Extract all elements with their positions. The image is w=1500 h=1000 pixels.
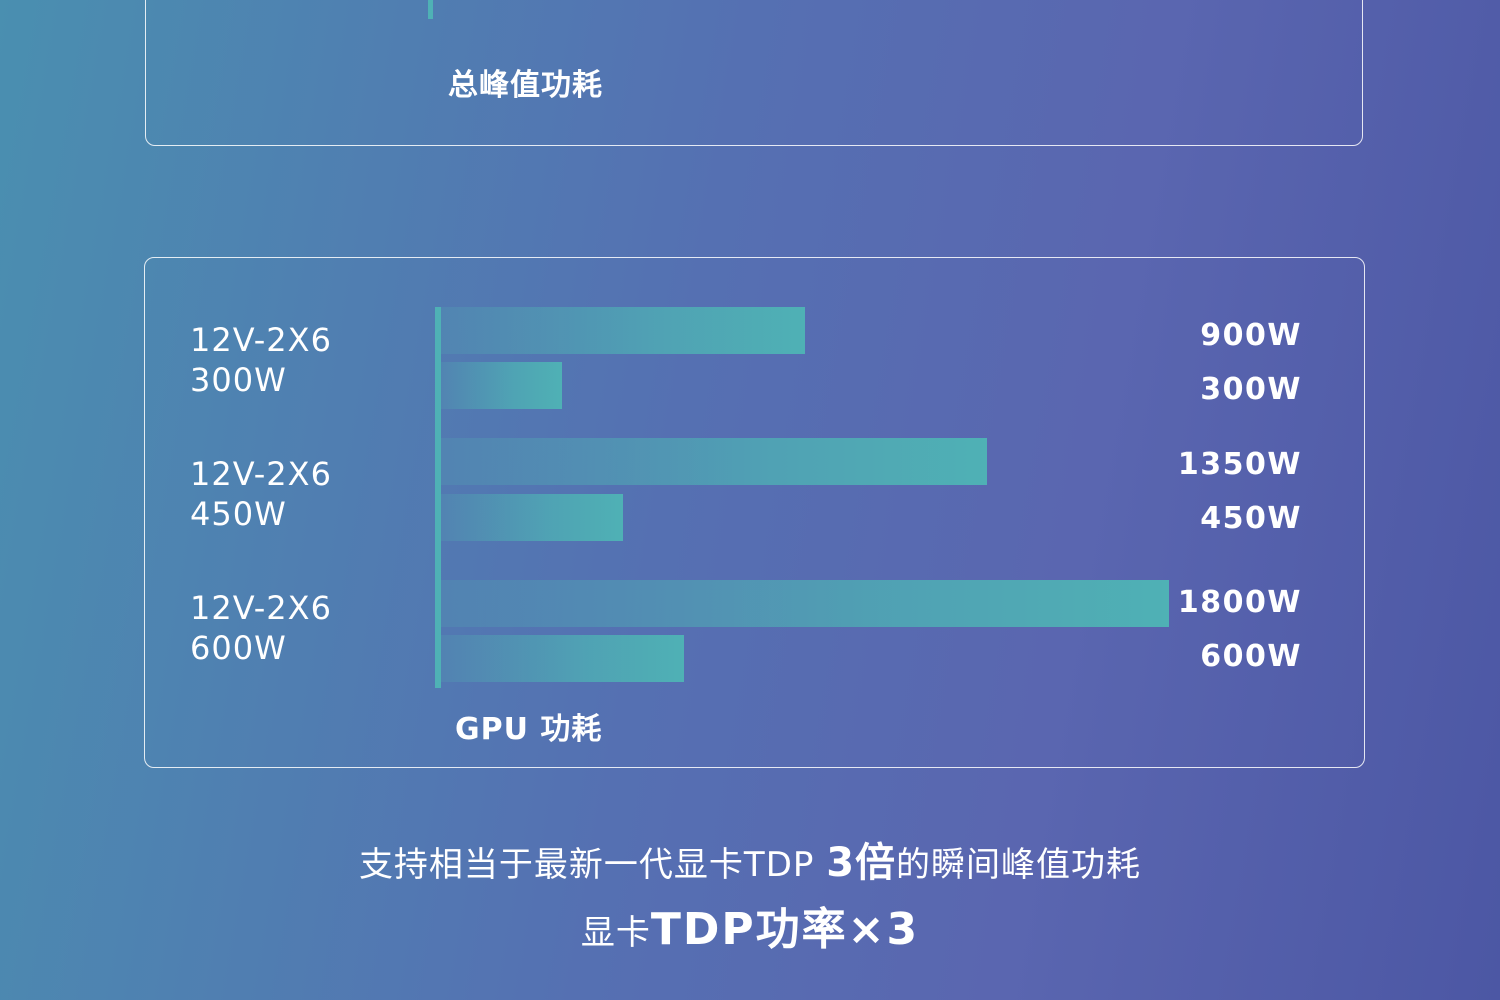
bar-group2-rated bbox=[441, 494, 623, 541]
footer-line1-suffix: 的瞬间峰值功耗 bbox=[896, 845, 1142, 885]
footer-line2-prefix: 显卡 bbox=[580, 913, 651, 953]
group-label-connector: 12V-2X6 bbox=[190, 589, 332, 627]
footer-line1-emphasis: 3倍 bbox=[826, 840, 897, 886]
group-label-450w: 12V-2X6 450W bbox=[190, 454, 332, 534]
group-label-rating: 450W bbox=[190, 495, 287, 533]
total-peak-power-caption: 总峰值功耗 bbox=[448, 68, 603, 103]
group-label-600w: 12V-2X6 600W bbox=[190, 588, 332, 668]
bar-group1-rated bbox=[441, 362, 563, 409]
group-label-300w: 12V-2X6 300W bbox=[190, 320, 332, 400]
value-label: 1800W bbox=[1177, 585, 1302, 620]
group-label-connector: 12V-2X6 bbox=[190, 455, 332, 493]
bar-group3-rated bbox=[441, 635, 684, 682]
footer-line2-emphasis: TDP功率×3 bbox=[650, 904, 920, 955]
group-label-connector: 12V-2X6 bbox=[190, 321, 332, 359]
chart-y-axis bbox=[435, 307, 441, 688]
footer-line1-prefix: 支持相当于最新一代显卡TDP bbox=[358, 845, 827, 885]
value-label: 600W bbox=[1200, 639, 1302, 674]
footer-line-1: 支持相当于最新一代显卡TDP 3倍的瞬间峰值功耗 bbox=[0, 830, 1500, 888]
value-label: 450W bbox=[1200, 501, 1302, 536]
bar-group3-peak bbox=[441, 580, 1169, 627]
bar-group2-peak bbox=[441, 438, 987, 485]
group-label-rating: 600W bbox=[190, 629, 287, 667]
footer-line-2: 显卡TDP功率×3 bbox=[0, 893, 1500, 957]
value-label: 300W bbox=[1200, 372, 1302, 407]
value-label: 900W bbox=[1200, 318, 1302, 353]
group-label-rating: 300W bbox=[190, 361, 287, 399]
value-label: 1350W bbox=[1177, 447, 1302, 482]
x-axis-label: GPU 功耗 bbox=[455, 712, 603, 747]
total-peak-power-panel bbox=[145, 0, 1363, 146]
gpu-power-chart-panel bbox=[144, 257, 1365, 768]
top-chart-axis bbox=[428, 0, 433, 19]
bar-group1-peak bbox=[441, 307, 805, 354]
